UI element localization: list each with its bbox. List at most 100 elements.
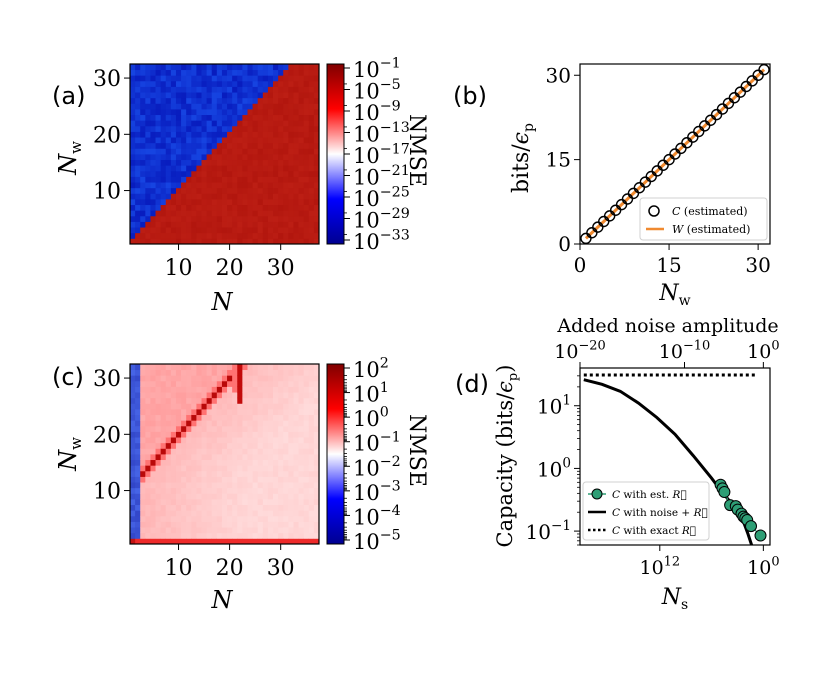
heatmap-c-cell <box>140 459 146 466</box>
heatmap-a-cell <box>283 97 289 104</box>
plot-d-xtick-top-label: 10−10 <box>659 338 710 363</box>
heatmap-c-cell <box>227 431 233 438</box>
heatmap-c-cell <box>140 465 146 472</box>
heatmap-c-cell <box>283 532 289 539</box>
panel-c-label: (c) <box>52 363 84 391</box>
heatmap-a-cell <box>181 114 187 121</box>
heatmap-a-cell <box>221 103 228 110</box>
heatmap-c-cell <box>252 482 259 489</box>
heatmap-c-cell <box>303 409 310 416</box>
heatmap-c-cell <box>130 521 136 528</box>
heatmap-c-cell <box>165 510 172 517</box>
heatmap-c-cell <box>227 510 233 517</box>
heatmap-c-cell <box>273 437 279 444</box>
heatmap-a-cell <box>181 204 187 211</box>
colorbar-c-tick-label: 10−4 <box>353 503 401 529</box>
heatmap-a-cell <box>216 137 223 144</box>
heatmap-c-cell <box>135 521 141 528</box>
heatmap-a-cell <box>175 182 182 189</box>
heatmap-a-cell <box>298 210 305 217</box>
heatmap-c-cell <box>232 380 238 387</box>
series-c-estimated-point <box>663 153 675 166</box>
heatmap-a-cell <box>196 120 202 127</box>
heatmap-c-cell <box>232 493 238 500</box>
heatmap-c-cell <box>303 403 310 410</box>
heatmap-c-cell <box>160 364 167 371</box>
heatmap-a-cell <box>237 97 243 104</box>
heatmap-a-cell <box>283 154 289 161</box>
heatmap-c-cell <box>298 403 305 410</box>
heatmap-a-cell <box>170 109 177 116</box>
heatmap-a-cell <box>206 125 213 132</box>
heatmap-a-cell <box>191 227 197 234</box>
heatmap-c-cell <box>216 470 223 477</box>
heatmap-a-cell <box>237 159 243 166</box>
heatmap-a-cell <box>247 210 253 217</box>
heatmap-c-cell <box>298 425 305 432</box>
heatmap-a-cell <box>288 199 294 206</box>
heatmap-a-cell <box>206 165 213 172</box>
heatmap-a-cell <box>308 86 315 93</box>
heatmap-c-cell <box>298 397 305 404</box>
heatmap-a-cell <box>303 204 310 211</box>
legend-d-label-noise: C with noise + R⃗ <box>612 507 708 519</box>
heatmap-c-cell <box>288 442 294 449</box>
heatmap-c-cell <box>232 459 238 466</box>
heatmap-a-cell <box>303 227 310 234</box>
heatmap-c-cell <box>237 437 243 444</box>
heatmap-c-cell <box>201 409 208 416</box>
heatmap-a-cell <box>175 69 182 76</box>
heatmap-c-cell <box>130 532 136 539</box>
heatmap-c-cell <box>303 510 310 517</box>
heatmap-c-cell <box>252 448 259 455</box>
heatmap-c-cell <box>170 397 177 404</box>
heatmap-c-cell <box>201 493 208 500</box>
heatmap-c-cell <box>175 532 182 539</box>
heatmap-a-cell <box>170 193 177 200</box>
heatmap-c-cell <box>313 437 320 444</box>
heatmap-c-cell <box>165 437 172 444</box>
heatmap-a-cell <box>175 227 182 234</box>
heatmap-c-cell <box>298 414 305 421</box>
heatmap-a-cell <box>273 114 279 121</box>
heatmap-c-cell <box>283 454 289 461</box>
heatmap-c-cell <box>273 386 279 393</box>
heatmap-a-cell <box>308 199 315 206</box>
heatmap-c-cell <box>262 482 269 489</box>
heatmap-a-cell <box>303 199 310 206</box>
heatmap-a-cell <box>175 148 182 155</box>
heatmap-c-cell <box>170 482 177 489</box>
heatmap-c-cell <box>293 515 299 522</box>
heatmap-a-cell <box>303 165 310 172</box>
heatmap-a-cell <box>237 193 243 200</box>
heatmap-a-cell <box>170 199 177 206</box>
colorbar-a-tick-label: 10−9 <box>353 99 401 125</box>
heatmap-a-cell <box>160 154 167 161</box>
heatmap-a-cell <box>165 92 172 99</box>
heatmap-c-cell <box>252 431 259 438</box>
heatmap-a-cell <box>262 109 269 116</box>
heatmap-a-cell <box>278 64 284 71</box>
heatmap-c-cell <box>247 482 253 489</box>
heatmap-a-cell <box>267 86 274 93</box>
heatmap-c-cell <box>232 521 238 528</box>
heatmap-c-cell <box>247 499 253 506</box>
heatmap-c-cell <box>273 465 279 472</box>
heatmap-a-cell <box>175 187 182 194</box>
heatmap-a-cell <box>298 170 305 177</box>
heatmap-a-cell <box>298 221 305 228</box>
heatmap-c-cell <box>181 527 187 534</box>
heatmap-a-cell <box>216 154 223 161</box>
heatmap-c-cell <box>140 504 146 511</box>
heatmap-a-cell <box>303 109 310 116</box>
heatmap-a-cell <box>135 221 141 228</box>
heatmap-c-cell <box>145 364 151 371</box>
panel-d-label: (d) <box>455 370 489 398</box>
heatmap-a-cell <box>165 86 172 93</box>
heatmap-a-cell <box>303 176 310 183</box>
heatmap-a-cell <box>221 215 228 222</box>
heatmap-c-cell <box>206 431 213 438</box>
svg-text:Nw: Nw <box>54 141 85 176</box>
heatmap-c-cell <box>135 476 141 483</box>
